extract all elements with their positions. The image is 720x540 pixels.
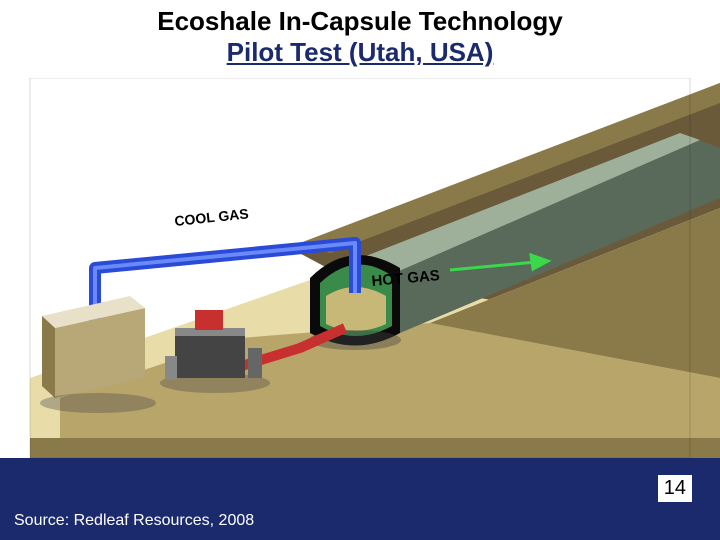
diagram: COOL GAS HOT GAS bbox=[0, 78, 720, 458]
diagram-svg: COOL GAS HOT GAS bbox=[0, 78, 720, 458]
slide-title: Ecoshale In-Capsule Technology Pilot Tes… bbox=[0, 6, 720, 68]
page-number: 14 bbox=[658, 475, 692, 502]
cool-gas-label: COOL GAS bbox=[174, 205, 250, 229]
source-citation: Source: Redleaf Resources, 2008 bbox=[14, 512, 254, 530]
title-line-1: Ecoshale In-Capsule Technology bbox=[0, 6, 720, 37]
title-line-2: Pilot Test (Utah, USA) bbox=[0, 37, 720, 68]
slide: Ecoshale In-Capsule Technology Pilot Tes… bbox=[0, 0, 720, 540]
